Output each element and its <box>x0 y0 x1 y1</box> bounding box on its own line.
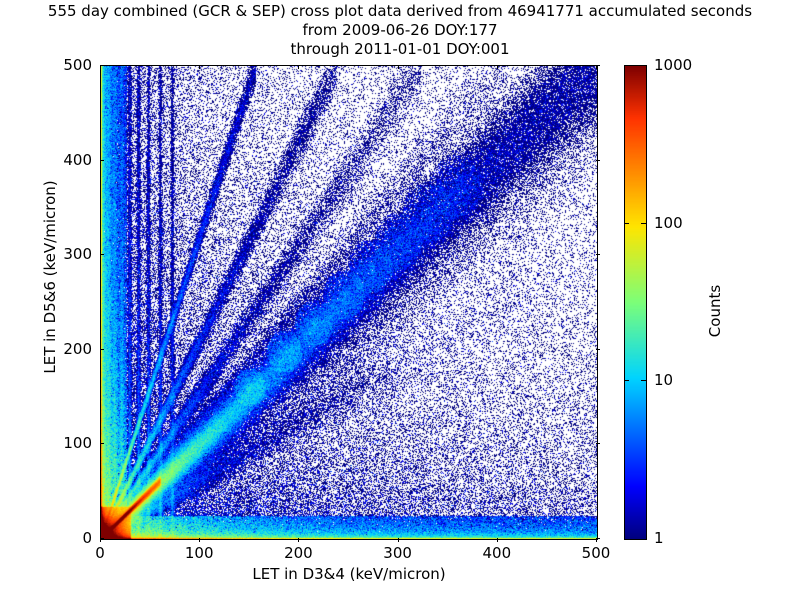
colorbar-tick-label-10: 10 <box>654 371 674 390</box>
x-tick <box>496 65 498 69</box>
y-tick-label-200: 200 <box>63 339 92 358</box>
y-axis-label: LET in D5&6 (keV/micron) <box>41 180 59 374</box>
colorbar-tick-label-100: 100 <box>654 213 683 232</box>
x-tick-label-500: 500 <box>581 544 611 562</box>
y-tick <box>596 443 600 445</box>
colorbar-tick <box>641 222 646 224</box>
y-tick <box>100 65 104 66</box>
x-tick-label-0: 0 <box>95 544 105 562</box>
x-tick-label-400: 400 <box>482 544 512 562</box>
y-tick <box>100 159 104 161</box>
title-line-2: from 2009-06-26 DOY:177 <box>302 21 498 39</box>
colorbar-tick <box>641 380 646 382</box>
colorbar-tick <box>624 222 629 224</box>
y-tick <box>100 443 104 445</box>
x-tick <box>100 538 101 542</box>
x-tick-label-300: 300 <box>383 544 412 562</box>
y-tick <box>596 348 600 350</box>
y-tick-label-400: 400 <box>63 150 92 169</box>
x-tick <box>199 538 201 542</box>
x-tick <box>100 65 101 69</box>
colorbar <box>624 65 647 540</box>
y-tick-label-500: 500 <box>63 56 92 74</box>
x-tick <box>496 538 498 542</box>
y-tick <box>596 254 600 256</box>
colorbar-tick <box>624 380 629 382</box>
y-tick-label-0: 0 <box>82 529 92 547</box>
colorbar-label: Counts <box>706 284 724 338</box>
y-tick <box>596 159 600 161</box>
title-line-3: through 2011-01-01 DOY:001 <box>290 40 510 58</box>
y-tick-label-300: 300 <box>63 245 92 264</box>
x-tick-label-200: 200 <box>284 544 313 562</box>
x-tick <box>596 65 597 69</box>
chart-title: 555 day combined (GCR & SEP) cross plot … <box>0 2 800 59</box>
colorbar-tick-label-1: 1 <box>654 529 664 547</box>
y-tick <box>100 538 104 539</box>
density-heatmap <box>101 66 597 539</box>
x-tick <box>298 65 300 69</box>
x-tick <box>397 538 399 542</box>
y-tick <box>596 65 600 66</box>
colorbar-gradient <box>625 66 646 539</box>
y-tick <box>100 254 104 256</box>
x-tick <box>596 538 597 542</box>
x-tick <box>199 65 201 69</box>
title-line-1: 555 day combined (GCR & SEP) cross plot … <box>47 2 753 20</box>
y-tick <box>100 348 104 350</box>
x-tick <box>397 65 399 69</box>
colorbar-tick-label-1000: 1000 <box>654 56 693 74</box>
plot-area <box>100 65 598 540</box>
x-tick <box>298 538 300 542</box>
x-tick-label-100: 100 <box>184 544 214 562</box>
y-tick <box>596 538 600 539</box>
y-tick-label-100: 100 <box>63 434 92 453</box>
x-axis-label: LET in D3&4 (keV/micron) <box>252 565 446 583</box>
